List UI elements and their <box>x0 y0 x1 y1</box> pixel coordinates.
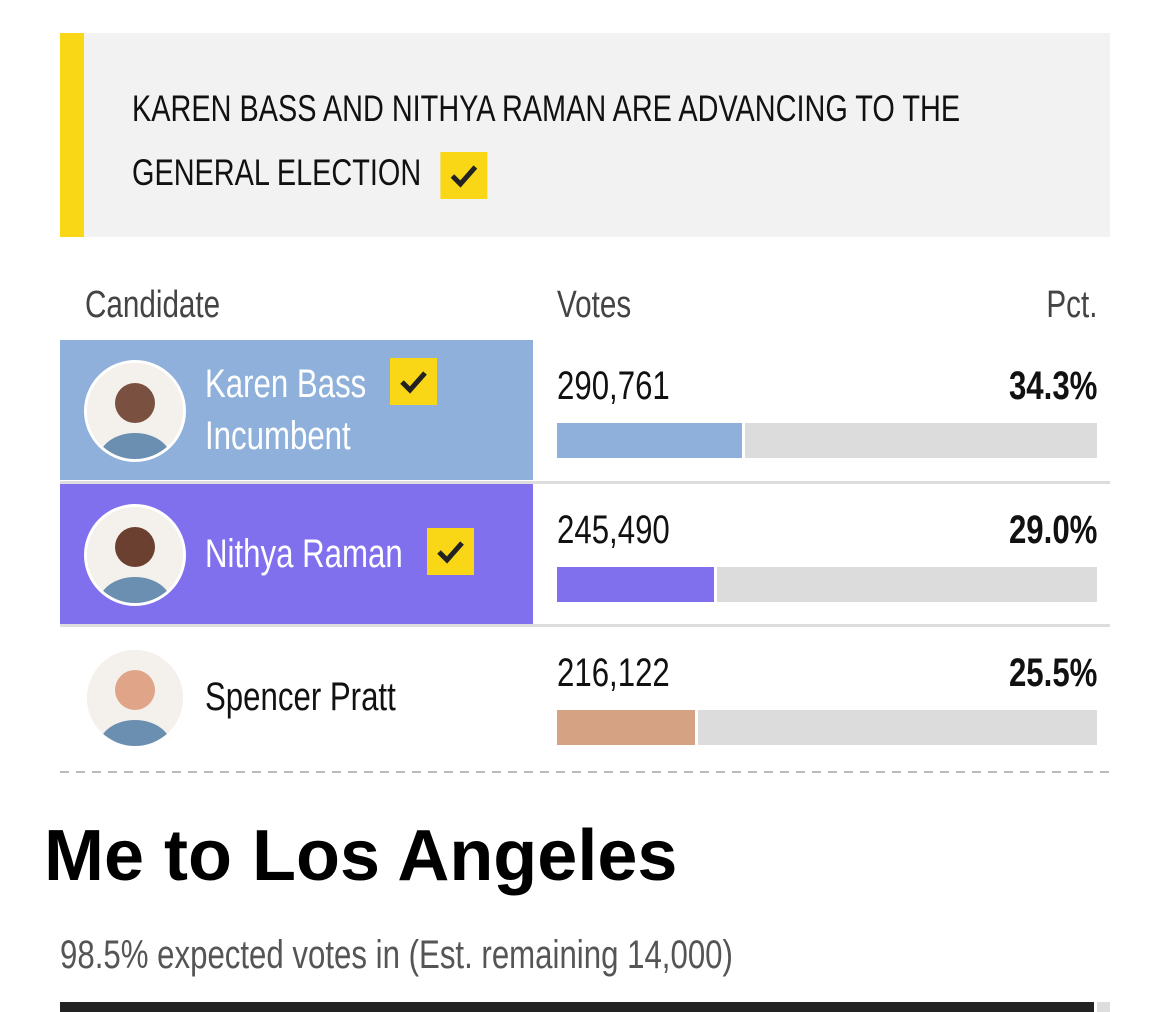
column-header: Candidate <box>85 284 258 327</box>
note-text: Incumbent <box>205 414 351 458</box>
row-separator <box>60 624 1110 627</box>
pct-text: 25.5% <box>1008 651 1097 695</box>
vote-count: 245,490 <box>557 508 702 553</box>
check-icon <box>390 358 438 405</box>
reporting-bar <box>60 1002 1098 1012</box>
header-text: Candidate <box>85 284 221 326</box>
banner-text: KAREN BASS AND NITHYA RAMAN ARE ADVANCIN… <box>132 77 1052 205</box>
header-text: Votes <box>557 284 632 326</box>
bar-track <box>557 423 1097 458</box>
votes-text: 216,122 <box>557 651 670 695</box>
check-icon <box>426 527 474 575</box>
votes-text: 290,761 <box>557 364 670 408</box>
candidate-photo <box>84 360 186 462</box>
vote-count: 216,122 <box>557 651 702 696</box>
candidate-photo <box>84 503 186 606</box>
candidate-photo <box>84 647 186 749</box>
name-text: Nithya Raman <box>205 531 403 576</box>
banner-stripe <box>60 33 84 237</box>
candidate-row: Spencer Pratt 216,122 25.5% <box>60 624 1110 767</box>
reporting-text: 98.5% expected votes in (Est. remaining … <box>60 933 923 978</box>
reporting-track <box>60 1002 1110 1012</box>
candidate-note: Incumbent <box>205 414 392 459</box>
divider <box>60 771 1110 773</box>
result-banner: KAREN BASS AND NITHYA RAMAN ARE ADVANCIN… <box>60 33 1110 237</box>
candidate-row: Karen Bass Incumbent 290,761 34.3% <box>60 340 1110 480</box>
pct-text: 34.3% <box>1008 364 1097 408</box>
name-text: Karen Bass <box>205 362 367 406</box>
candidate-name: Karen Bass <box>205 358 438 407</box>
vote-bar <box>557 710 698 745</box>
vote-pct: 29.0% <box>984 508 1097 553</box>
header-text: Pct. <box>1045 284 1097 326</box>
vote-pct: 25.5% <box>984 651 1097 696</box>
vote-pct: 34.3% <box>984 364 1097 409</box>
bar-track <box>557 566 1097 602</box>
vote-bar <box>557 423 746 458</box>
banner-label: KAREN BASS AND NITHYA RAMAN ARE ADVANCIN… <box>132 88 961 193</box>
reporting-label: 98.5% expected votes in (Est. remaining … <box>60 933 733 977</box>
vote-bar <box>557 566 717 602</box>
section-title: Me to Los Angeles <box>44 816 678 896</box>
votes-text: 245,490 <box>557 507 670 552</box>
name-text: Spencer Pratt <box>205 675 396 719</box>
bar-track <box>557 710 1097 745</box>
candidate-name: Nithya Raman <box>205 527 474 577</box>
column-header: Votes <box>557 284 652 327</box>
pct-text: 29.0% <box>1008 507 1097 552</box>
check-icon <box>440 151 488 199</box>
candidate-name: Spencer Pratt <box>205 675 450 720</box>
row-separator <box>60 480 1110 484</box>
column-header: Pct. <box>1032 284 1097 327</box>
vote-count: 290,761 <box>557 364 702 409</box>
candidate-row: Nithya Raman 245,490 29.0% <box>60 480 1110 624</box>
